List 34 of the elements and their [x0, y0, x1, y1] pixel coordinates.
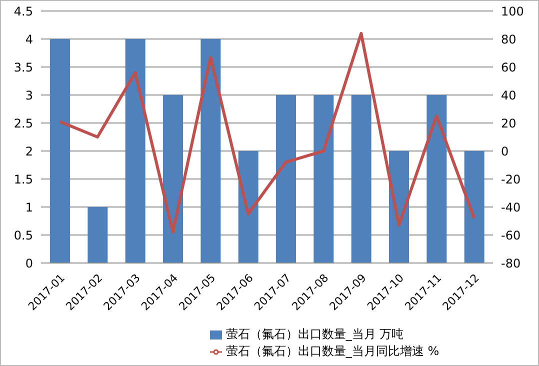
y-tick-label: 1 — [25, 200, 33, 214]
bar — [351, 95, 372, 263]
y2-tick-label: -60 — [501, 228, 521, 242]
bar — [276, 95, 296, 263]
y2-tick-label: -20 — [501, 172, 521, 186]
bar — [200, 39, 221, 263]
y-tick-label: 1.5 — [14, 172, 33, 186]
y2-tick-label: 40 — [501, 88, 516, 102]
y2-tick-label: 100 — [501, 4, 524, 18]
y2-tick-label: -40 — [501, 200, 521, 214]
bar — [238, 151, 258, 263]
legend-label: 萤石（氟石）出口数量_当月同比增速 % — [226, 344, 440, 358]
bar — [314, 95, 334, 263]
y2-tick-label: -80 — [501, 256, 521, 270]
bar — [125, 39, 146, 263]
bar — [163, 95, 183, 263]
y2-tick-label: 0 — [501, 144, 509, 158]
line-series — [58, 32, 476, 234]
bar — [464, 151, 484, 263]
y-tick-label: 2 — [25, 144, 33, 158]
y-tick-label: 4 — [25, 32, 33, 46]
y-tick-label: 2.5 — [14, 116, 33, 130]
bar — [50, 39, 70, 263]
y2-tick-label: 20 — [501, 116, 516, 130]
y2-tick-label: 60 — [501, 60, 516, 74]
y-tick-label: 0.5 — [14, 228, 33, 242]
y-tick-label: 3.5 — [14, 60, 33, 74]
y-tick-label: 3 — [25, 88, 33, 102]
y2-tick-label: 80 — [501, 32, 516, 46]
y-tick-label: 0 — [25, 256, 33, 270]
legend-label: 萤石（氟石）出口数量_当月 万吨 — [226, 327, 404, 341]
bar — [426, 95, 447, 263]
bar — [88, 207, 108, 263]
y-tick-label: 4.5 — [14, 4, 33, 18]
